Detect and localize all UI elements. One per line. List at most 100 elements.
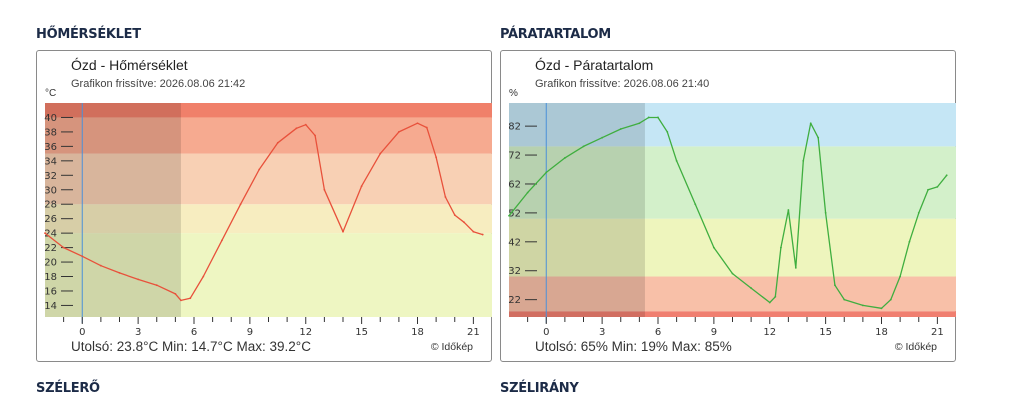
data-point-21 <box>379 152 382 155</box>
y-axis-unit: °C <box>45 88 57 99</box>
y-tick-label-40: 40 <box>44 113 57 124</box>
band-0 <box>509 311 956 317</box>
last-value: 23.8°C <box>116 339 159 354</box>
data-point-33 <box>927 188 929 191</box>
data-point-12 <box>694 203 697 206</box>
band-1 <box>509 276 956 312</box>
past-shade <box>509 103 645 317</box>
y-tick-label-52: 52 <box>508 208 521 219</box>
data-point-26 <box>843 298 846 301</box>
x-tick-label-15: 15 <box>355 327 368 338</box>
data-point-8 <box>180 299 182 302</box>
y-tick-label-14: 14 <box>44 301 57 312</box>
data-point-18 <box>780 246 782 249</box>
y-tick-label-28: 28 <box>44 200 57 211</box>
y-tick-label-38: 38 <box>44 127 57 138</box>
section-title-temperature: HŐMÉRSÉKLET <box>36 27 141 42</box>
data-point-22 <box>397 131 400 133</box>
data-point-32 <box>917 211 920 214</box>
band-2 <box>45 153 492 205</box>
humidity-chart-card[interactable]: Ózd - Páratartalom Grafikon frissítve: 2… <box>500 50 956 362</box>
section-title-wind-speed: SZÉLERŐ <box>36 381 100 396</box>
data-point-23 <box>817 136 820 139</box>
y-tick-label-18: 18 <box>44 272 57 283</box>
data-point-35 <box>945 174 948 177</box>
data-point-0 <box>508 214 510 217</box>
data-point-26 <box>444 196 447 198</box>
data-point-27 <box>861 304 864 307</box>
section-title-humidity: PÁRATARTALOM <box>500 27 611 42</box>
y-tick-label-32: 32 <box>44 171 57 182</box>
y-axis-unit: % <box>509 88 518 99</box>
data-point-10 <box>666 131 669 133</box>
data-point-9 <box>189 297 192 300</box>
data-point-31 <box>908 240 911 243</box>
chart-title: Ózd - Páratartalom <box>535 57 654 73</box>
y-tick-label-34: 34 <box>44 156 57 167</box>
last-value: 65% <box>580 339 608 354</box>
data-point-7 <box>638 122 641 125</box>
max-label: Max: <box>671 339 701 354</box>
data-point-24 <box>824 211 827 214</box>
last-label: Utolsó: <box>535 339 578 354</box>
x-tick-label-15: 15 <box>819 327 832 338</box>
data-point-30 <box>899 275 902 278</box>
data-point-11 <box>221 239 223 242</box>
idokep-credit[interactable]: © Időkép <box>894 341 937 353</box>
data-point-28 <box>463 221 465 224</box>
x-tick-label-6: 6 <box>191 327 197 338</box>
max-label: Max: <box>236 339 266 354</box>
data-point-34 <box>936 185 939 188</box>
data-point-25 <box>435 156 438 159</box>
data-point-3 <box>99 264 102 267</box>
x-tick-label-3: 3 <box>135 327 141 338</box>
data-point-2 <box>81 255 84 258</box>
x-tick-label-21: 21 <box>931 327 944 338</box>
data-point-3 <box>563 157 566 159</box>
data-point-30 <box>481 233 484 236</box>
y-tick-label-30: 30 <box>44 185 57 196</box>
chart-title: Ózd - Hőmérséklet <box>71 57 188 73</box>
max-value: 85% <box>704 339 732 354</box>
min-value: 19% <box>640 339 668 354</box>
data-point-5 <box>601 136 604 139</box>
data-point-20 <box>360 185 363 188</box>
min-label: Min: <box>162 339 188 354</box>
y-tick-label-82: 82 <box>508 122 521 133</box>
past-shade <box>45 103 181 317</box>
data-point-17 <box>774 295 777 298</box>
y-tick-label-16: 16 <box>44 286 57 297</box>
data-point-18 <box>323 188 326 191</box>
min-value: 14.7°C <box>191 339 233 354</box>
data-point-8 <box>647 116 650 119</box>
chart-updated-timestamp: Grafikon frissítve: 2026.08.06 21:40 <box>535 78 710 90</box>
data-point-17 <box>314 134 316 137</box>
min-label: Min: <box>611 339 638 354</box>
y-tick-label-72: 72 <box>508 151 521 162</box>
x-tick-label-18: 18 <box>411 327 424 338</box>
chart-stats: Utolsó: 65% Min: 19% Max: 85% <box>535 339 732 354</box>
x-tick-label-12: 12 <box>763 327 776 338</box>
y-tick-label-24: 24 <box>44 229 57 240</box>
band-4 <box>45 103 492 118</box>
temperature-chart-card[interactable]: Ózd - Hőmérséklet Grafikon frissítve: 20… <box>36 50 492 362</box>
section-title-wind-direction: SZÉLIRÁNY <box>500 381 579 396</box>
data-point-20 <box>794 266 797 269</box>
y-tick-label-32: 32 <box>508 266 521 277</box>
data-point-28 <box>880 307 883 310</box>
x-tick-label-12: 12 <box>299 327 312 338</box>
data-point-29 <box>889 298 892 301</box>
chart-stats: Utolsó: 23.8°C Min: 14.7°C Max: 39.2°C <box>71 339 311 354</box>
idokep-credit[interactable]: © Időkép <box>430 341 473 353</box>
series-line-0 <box>508 116 948 309</box>
data-point-15 <box>295 127 298 130</box>
x-tick-label-0: 0 <box>543 327 549 338</box>
last-label: Utolsó: <box>71 339 114 354</box>
band-2 <box>509 218 956 277</box>
data-point-15 <box>750 287 753 289</box>
y-tick-label-62: 62 <box>508 179 521 190</box>
data-point-10 <box>202 275 205 278</box>
y-tick-label-36: 36 <box>44 142 57 153</box>
x-tick-label-6: 6 <box>655 327 661 338</box>
y-tick-label-26: 26 <box>44 214 57 225</box>
